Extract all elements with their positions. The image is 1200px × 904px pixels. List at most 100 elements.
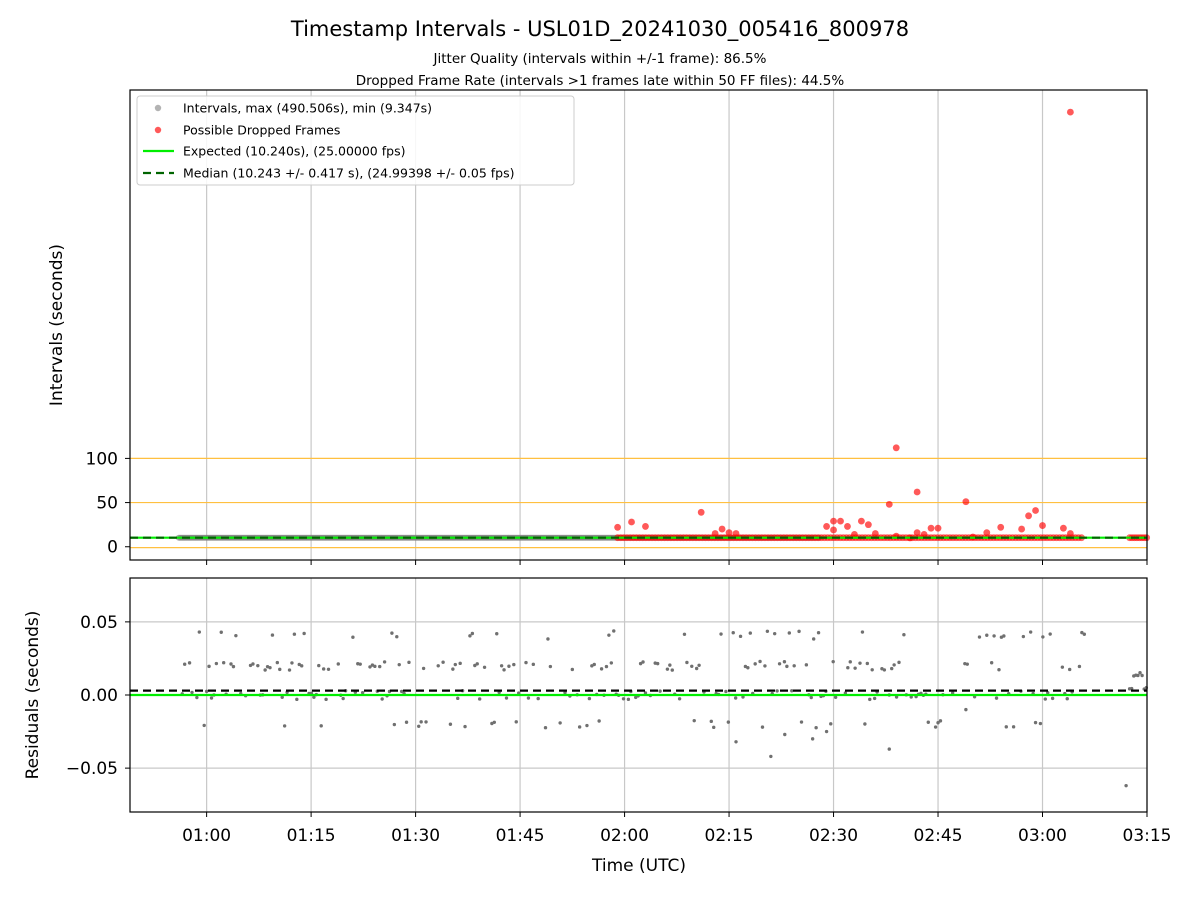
- residual-point: [270, 633, 275, 637]
- top-plot-frame: [129, 89, 1148, 561]
- top-y-tick-label: 0: [107, 538, 118, 558]
- residual-point: [182, 662, 187, 666]
- chart-title: Timestamp Intervals - USL01D_20241030_00…: [290, 17, 909, 42]
- residual-point: [324, 697, 328, 702]
- residual-point: [977, 635, 982, 639]
- residual-point: [516, 691, 521, 695]
- residual-point: [231, 664, 236, 669]
- residual-point: [790, 689, 794, 693]
- residual-point: [341, 696, 345, 701]
- dropped-point: [858, 517, 865, 525]
- residual-point: [599, 667, 604, 671]
- residual-point: [312, 695, 316, 699]
- residual-point: [395, 635, 399, 639]
- dropped-point: [830, 526, 837, 534]
- residual-point: [1043, 697, 1048, 701]
- residual-point: [570, 667, 575, 672]
- residual-point: [887, 747, 891, 751]
- residual-point: [475, 662, 479, 666]
- residual-point: [251, 662, 255, 666]
- residual-point: [358, 662, 362, 666]
- legend-box: [136, 95, 575, 186]
- residual-point: [604, 664, 609, 669]
- residual-point: [994, 696, 999, 700]
- residual-point: [787, 631, 792, 635]
- dropped-point: [983, 529, 991, 537]
- dropped-point: [864, 521, 872, 529]
- bottom-y-axis-label: Residuals (seconds): [23, 611, 43, 780]
- dropped-point: [711, 530, 719, 537]
- residual-point: [719, 632, 723, 636]
- residual-point: [504, 696, 509, 700]
- residual-point: [577, 725, 582, 729]
- residual-point: [626, 697, 631, 702]
- residual-point: [209, 696, 214, 700]
- residual-point: [392, 722, 397, 727]
- residual-point: [326, 667, 331, 671]
- dropped-point: [1066, 108, 1074, 116]
- bottom-y-tick-label: −0.05: [66, 759, 118, 779]
- residual-point: [658, 689, 662, 693]
- residual-point: [809, 695, 813, 700]
- x-tick-label: 03:15: [1123, 826, 1172, 846]
- dropped-point: [920, 530, 928, 538]
- x-tick-label: 01:00: [182, 826, 231, 846]
- residual-point: [665, 667, 670, 671]
- residual-point: [655, 661, 660, 666]
- residual-point: [804, 663, 809, 667]
- residual-point: [451, 667, 455, 671]
- residual-point: [458, 661, 462, 666]
- residual-point: [1038, 721, 1043, 726]
- residual-point: [690, 664, 694, 668]
- x-tick-label: 02:00: [600, 826, 649, 846]
- residual-point: [1124, 783, 1128, 788]
- residual-point: [202, 723, 206, 728]
- residual-point: [563, 690, 567, 695]
- residual-point: [399, 689, 404, 694]
- dropped-point: [628, 518, 635, 526]
- dropped-point: [871, 530, 879, 537]
- x-tick-label: 02:45: [914, 826, 963, 846]
- chart-legend: Intervals, max (490.506s), min (9.347s) P…: [136, 95, 575, 186]
- residual-point: [816, 631, 821, 635]
- dropped-point: [1018, 525, 1026, 533]
- residual-point: [868, 697, 872, 702]
- dropped-point: [732, 530, 740, 537]
- residual-point: [1067, 667, 1072, 672]
- dropped-point: [962, 498, 970, 506]
- residual-point: [546, 637, 550, 641]
- dropped-point: [892, 444, 900, 452]
- residual-point: [746, 666, 750, 670]
- residual-point: [1048, 632, 1052, 636]
- residual-point: [882, 668, 887, 672]
- residual-point: [1129, 686, 1134, 691]
- residual-point: [621, 697, 626, 701]
- residual-point: [229, 662, 233, 666]
- residual-point: [368, 665, 372, 669]
- residual-point: [290, 661, 294, 665]
- residual-point: [492, 720, 497, 725]
- x-axis-label: Time (UTC): [591, 856, 686, 876]
- x-tick-label: 01:30: [391, 826, 440, 846]
- legend-entry-label: Intervals, max (490.506s), min (9.347s): [183, 101, 432, 116]
- residual-point: [1002, 634, 1006, 638]
- residual-point: [894, 695, 899, 699]
- residual-point: [360, 690, 365, 695]
- residual-point: [765, 629, 770, 634]
- x-tick-label: 02:15: [705, 826, 754, 846]
- residual-point: [668, 663, 672, 667]
- residual-point: [772, 631, 777, 636]
- residual-point: [865, 661, 870, 666]
- residual-point: [731, 631, 735, 635]
- residual-point: [221, 661, 226, 665]
- residual-point: [724, 689, 728, 694]
- residual-point: [397, 662, 401, 667]
- residual-point: [1021, 634, 1026, 639]
- residual-point: [863, 722, 867, 726]
- x-tick-label: 01:15: [287, 826, 336, 846]
- residual-point: [280, 695, 284, 699]
- residual-point: [321, 667, 326, 671]
- residual-point: [1041, 635, 1045, 639]
- bottom-y-tick-label: 0.05: [80, 613, 118, 633]
- residual-point: [514, 720, 518, 724]
